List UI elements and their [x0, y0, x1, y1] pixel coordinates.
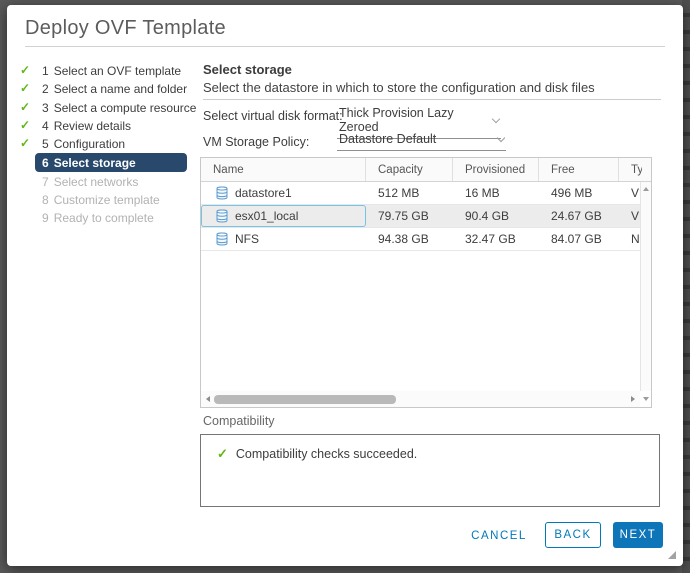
content-divider: [203, 99, 661, 100]
datastore-icon: [216, 232, 228, 246]
step-7-select-networks[interactable]: 7 Select networks: [7, 172, 199, 190]
chevron-down-icon: [496, 133, 506, 142]
scrollbar-corner[interactable]: [640, 391, 651, 407]
step-number: 9: [42, 211, 49, 226]
column-header-provisioned[interactable]: Provisioned: [453, 158, 539, 181]
step-label: Select a compute resource: [53, 100, 197, 115]
column-header-free[interactable]: Free: [539, 158, 619, 181]
storage-policy-select[interactable]: Datastore Default: [337, 132, 506, 151]
scroll-down-icon[interactable]: [642, 397, 649, 401]
step-6-select-storage-active[interactable]: 6 Select storage: [35, 153, 187, 173]
step-5-configuration[interactable]: ✓ 5 Configuration: [7, 135, 199, 153]
step-8-customize-template[interactable]: 8 Customize template: [7, 191, 199, 209]
step-9-ready-to-complete[interactable]: 9 Ready to complete: [7, 209, 199, 227]
horizontal-scroll-thumb[interactable]: [214, 394, 396, 404]
compatibility-label: Compatibility: [203, 414, 275, 428]
capacity-cell: 79.75 GB: [378, 209, 429, 223]
capacity-cell: 94.38 GB: [378, 232, 429, 246]
disk-format-select[interactable]: Thick Provision Lazy Zeroed: [337, 106, 501, 139]
step-label: Select storage: [53, 155, 136, 170]
datastore-icon: [216, 186, 228, 200]
step-number: 6: [42, 155, 49, 170]
vertical-scrollbar[interactable]: [640, 182, 651, 391]
step-label: Review details: [53, 119, 132, 134]
step-label: Select a name and folder: [53, 82, 188, 97]
step-label: Ready to complete: [53, 211, 154, 226]
step-number: 1: [42, 64, 49, 79]
type-cell: NFS: [631, 232, 640, 246]
table-row-esx01-local-selected[interactable]: esx01_local 79.75 GB 90.4 GB 24.67 GB VM…: [201, 205, 640, 228]
type-cell: VMFS: [631, 209, 640, 223]
step-3-select-compute-resource[interactable]: ✓ 3 Select a compute resource: [7, 99, 199, 117]
step-number: 3: [42, 100, 49, 115]
disk-format-value: Thick Provision Lazy Zeroed: [339, 106, 454, 134]
step-number: 7: [42, 174, 49, 189]
deploy-ovf-template-dialog: Deploy OVF Template ✓ 1 Select an OVF te…: [7, 5, 683, 566]
check-icon: ✓: [20, 136, 31, 151]
dialog-title: Deploy OVF Template: [25, 17, 226, 39]
chevron-down-icon: [491, 114, 501, 123]
datastore-name: esx01_local: [235, 209, 299, 223]
column-header-capacity[interactable]: Capacity: [366, 158, 453, 181]
title-divider: [25, 46, 665, 47]
step-2-select-name-folder[interactable]: ✓ 2 Select a name and folder: [7, 80, 199, 98]
step-number: 5: [42, 137, 49, 152]
free-cell: 496 MB: [551, 186, 593, 200]
success-check-icon: ✓: [217, 446, 228, 461]
dialog-resize-handle[interactable]: [668, 551, 676, 559]
table-row-datastore1[interactable]: datastore1 512 MB 16 MB 496 MB VMFS: [201, 182, 640, 205]
step-label: Select an OVF template: [53, 64, 182, 79]
step-label: Configuration: [53, 137, 126, 152]
compatibility-message: Compatibility checks succeeded.: [235, 447, 418, 461]
provisioned-cell: 90.4 GB: [465, 209, 510, 223]
back-button[interactable]: BACK: [545, 522, 601, 548]
step-number: 2: [42, 82, 49, 97]
storage-policy-value: Datastore Default: [339, 132, 437, 146]
cancel-button[interactable]: CANCEL: [471, 530, 527, 542]
step-1-select-ovf-template[interactable]: ✓ 1 Select an OVF template: [7, 62, 199, 80]
horizontal-scrollbar[interactable]: [201, 391, 640, 407]
datastore-name: datastore1: [235, 186, 292, 200]
scroll-up-icon[interactable]: [643, 187, 649, 191]
datastore-name: NFS: [235, 232, 259, 246]
scroll-left-icon[interactable]: [206, 396, 210, 402]
table-row-nfs[interactable]: NFS 94.38 GB 32.47 GB 84.07 GB NFS: [201, 228, 640, 251]
disk-format-label: Select virtual disk format:: [203, 109, 343, 123]
check-icon: ✓: [20, 99, 31, 114]
free-cell: 24.67 GB: [551, 209, 602, 223]
page-title: Select storage: [203, 62, 292, 77]
provisioned-cell: 32.47 GB: [465, 232, 516, 246]
column-header-name[interactable]: Name: [201, 158, 366, 181]
datastore-table: Name Capacity Provisioned Free Type data…: [200, 157, 652, 408]
wizard-steps: ✓ 1 Select an OVF template ✓ 2 Select a …: [7, 62, 199, 227]
step-4-review-details[interactable]: ✓ 4 Review details: [7, 117, 199, 135]
check-icon: ✓: [20, 117, 31, 132]
type-cell: VMFS: [631, 186, 640, 200]
dimmed-background-strip: [682, 0, 690, 573]
step-number: 8: [42, 192, 49, 207]
step-label: Customize template: [53, 192, 160, 207]
step-label: Select networks: [53, 174, 139, 189]
table-body: datastore1 512 MB 16 MB 496 MB VMFS esx0…: [201, 182, 640, 391]
free-cell: 84.07 GB: [551, 232, 602, 246]
next-button[interactable]: NEXT: [613, 522, 663, 548]
page-subtitle: Select the datastore in which to store t…: [203, 80, 595, 95]
storage-policy-label: VM Storage Policy:: [203, 135, 310, 149]
column-header-type[interactable]: Type: [631, 163, 642, 176]
scroll-right-icon[interactable]: [631, 396, 635, 402]
table-header: Name Capacity Provisioned Free Type: [201, 158, 651, 182]
check-icon: ✓: [20, 63, 31, 77]
compatibility-box: ✓ Compatibility checks succeeded.: [200, 434, 660, 507]
check-icon: ✓: [20, 81, 31, 96]
datastore-icon: [216, 209, 228, 223]
capacity-cell: 512 MB: [378, 186, 420, 200]
provisioned-cell: 16 MB: [465, 186, 500, 200]
step-number: 4: [42, 119, 49, 134]
